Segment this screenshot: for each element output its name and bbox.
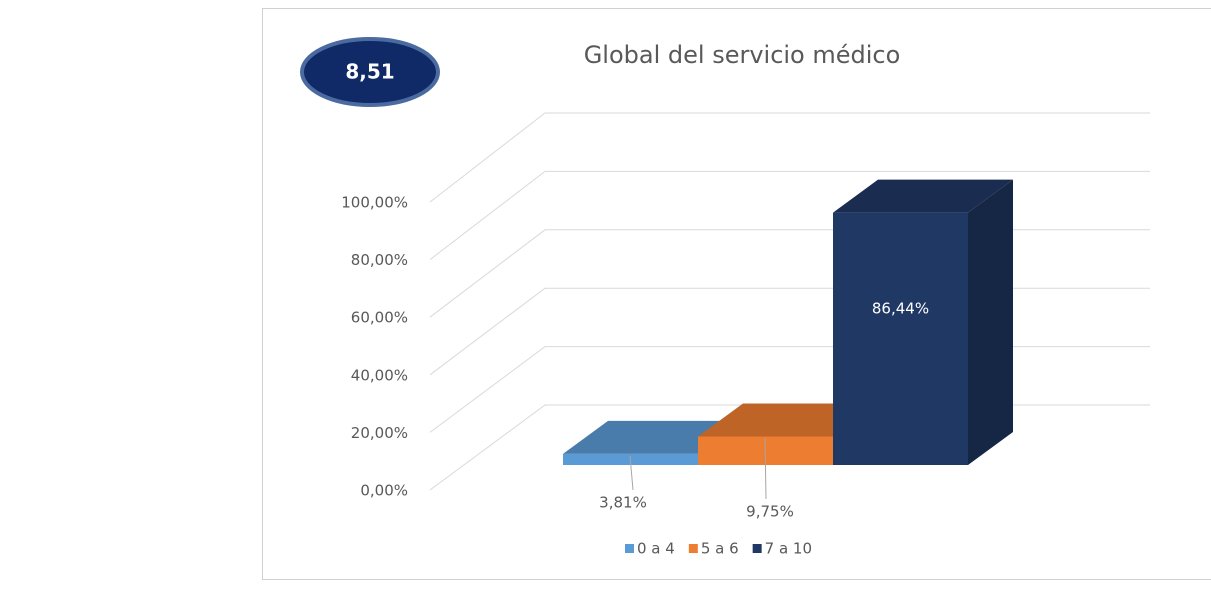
legend-swatch: [689, 544, 698, 553]
legend-swatch: [625, 544, 634, 553]
bar-front: [833, 213, 968, 465]
chart-title: Global del servicio médico: [584, 41, 901, 69]
legend-label: 5 a 6: [701, 540, 739, 558]
y-tick-label: 100,00%: [341, 194, 408, 212]
legend-label: 0 a 4: [637, 540, 675, 558]
legend-swatch: [753, 544, 762, 553]
legend-label: 7 a 10: [765, 540, 812, 558]
data-label: 86,44%: [872, 299, 929, 317]
bar-side: [968, 180, 1013, 465]
y-tick-label: 20,00%: [351, 424, 408, 442]
y-tick-label: 0,00%: [360, 482, 408, 500]
badge-text: 8,51: [345, 60, 394, 84]
y-tick-label: 80,00%: [351, 251, 408, 269]
bar: [833, 180, 1013, 465]
data-label: 3,81%: [599, 494, 647, 512]
data-label: 9,75%: [746, 503, 794, 521]
y-tick-label: 40,00%: [351, 366, 408, 384]
y-tick-label: 60,00%: [351, 309, 408, 327]
